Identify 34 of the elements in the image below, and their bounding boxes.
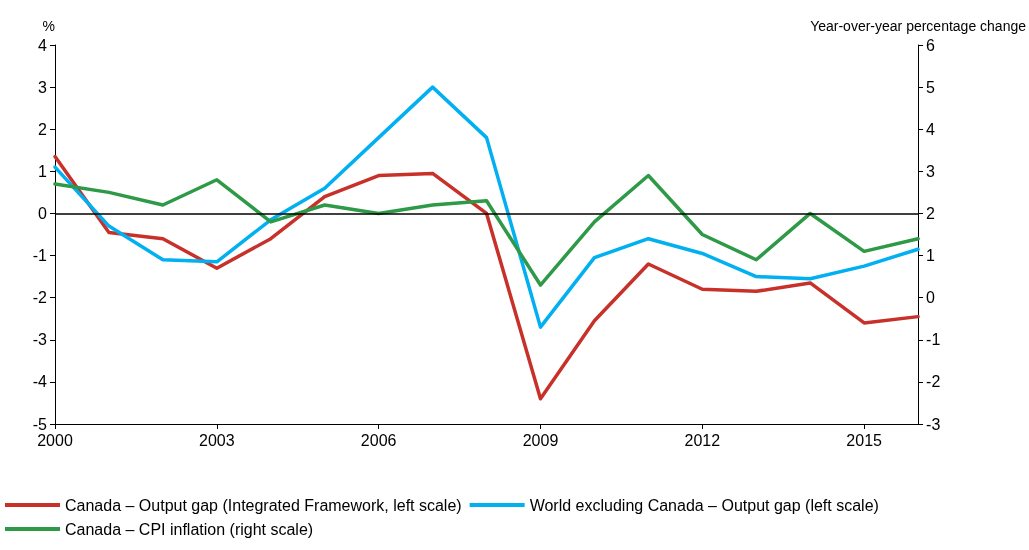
- y-tick-label: 4: [38, 36, 48, 54]
- y-tick-label: -2: [32, 289, 48, 307]
- line-series: [53, 85, 920, 329]
- y2-tick-label: 6: [926, 36, 936, 54]
- y-tick-label: -1: [32, 247, 48, 265]
- y-tick-label: 1: [38, 162, 48, 180]
- legend-label: Canada – CPI inflation (right scale): [65, 520, 314, 538]
- y-tick-label: 2: [38, 120, 48, 138]
- y-tick-label: -5: [32, 415, 48, 433]
- x-tick-label: 2003: [199, 431, 235, 449]
- line-series: [53, 154, 920, 401]
- y2-tick-label: 0: [926, 289, 936, 307]
- line-series: [53, 173, 920, 287]
- y-tick-label: -4: [32, 373, 48, 391]
- y2-tick-label: 1: [926, 247, 936, 265]
- y2-tick-label: 3: [926, 162, 936, 180]
- y-axis-title: %: [42, 18, 55, 34]
- y2-tick-label: 2: [926, 204, 936, 222]
- y2-tick-label: 4: [926, 120, 936, 138]
- y2-axis-title: Year-over-year percentage change: [810, 18, 1027, 34]
- x-tick-label: 2009: [522, 431, 559, 449]
- legend-label: World excluding Canada – Output gap (left scale): [529, 496, 879, 514]
- legend-label: Canada – Output gap (Integrated Framework, left scale): [65, 496, 462, 514]
- x-tick-label: 2012: [684, 431, 721, 449]
- y2-tick-label: -2: [926, 373, 941, 391]
- y-tick-label: 0: [38, 204, 48, 222]
- y2-tick-label: 5: [926, 78, 936, 96]
- x-tick-label: 2015: [846, 431, 883, 449]
- y-tick-label: -3: [32, 331, 48, 349]
- x-tick-label: 2000: [37, 431, 73, 449]
- y2-tick-label: -3: [926, 415, 941, 433]
- x-tick-label: 2006: [360, 431, 397, 449]
- y2-tick-label: -1: [926, 331, 941, 349]
- y-tick-label: 3: [38, 78, 48, 96]
